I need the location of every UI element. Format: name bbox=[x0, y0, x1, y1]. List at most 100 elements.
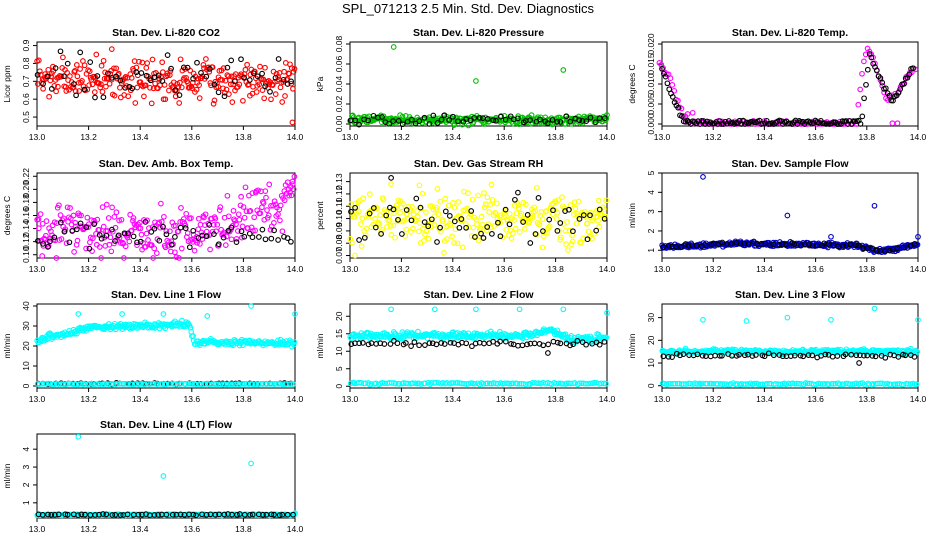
y-tick-label: 0.015 bbox=[646, 53, 656, 75]
data-point bbox=[131, 58, 138, 64]
data-point bbox=[481, 204, 488, 211]
y-tick-label: 4 bbox=[21, 447, 31, 452]
data-point bbox=[272, 74, 279, 81]
data-point bbox=[92, 94, 98, 101]
data-point bbox=[133, 69, 140, 76]
data-point bbox=[62, 226, 69, 232]
data-point bbox=[914, 348, 921, 355]
data-point bbox=[88, 217, 95, 224]
data-point bbox=[426, 340, 433, 346]
data-point bbox=[254, 73, 261, 80]
data-point bbox=[392, 380, 399, 387]
data-point bbox=[539, 244, 546, 251]
data-point bbox=[86, 245, 93, 252]
y-axis-label: ml/min bbox=[315, 333, 325, 358]
data-point bbox=[39, 253, 46, 259]
data-point bbox=[569, 238, 576, 245]
data-point bbox=[678, 105, 685, 112]
data-point bbox=[497, 233, 504, 240]
data-point bbox=[719, 239, 726, 246]
data-point bbox=[817, 380, 824, 387]
y-tick-label: 0.08 bbox=[334, 235, 344, 252]
x-tick-label: 13.0 bbox=[654, 394, 671, 404]
data-point bbox=[147, 77, 154, 84]
data-point bbox=[552, 198, 558, 205]
data-point bbox=[906, 71, 913, 78]
data-point bbox=[272, 91, 279, 97]
data-point bbox=[93, 51, 100, 58]
data-point bbox=[348, 341, 355, 347]
panel-title: Stan. Dev. Gas Stream RH bbox=[414, 158, 543, 170]
data-point bbox=[557, 118, 564, 125]
data-point bbox=[271, 511, 277, 518]
data-point bbox=[268, 96, 274, 103]
data-point bbox=[290, 85, 296, 92]
y-tick-label: 0.11 bbox=[334, 198, 344, 214]
y-tick-label: 0 bbox=[334, 384, 344, 389]
x-tick-label: 13.6 bbox=[807, 264, 824, 274]
data-point bbox=[860, 245, 867, 252]
y-tick-label: 5 bbox=[646, 170, 656, 175]
data-point bbox=[378, 231, 384, 237]
y-axis-label: degrees C bbox=[627, 64, 637, 103]
data-point bbox=[356, 198, 363, 204]
data-point bbox=[267, 226, 274, 233]
data-point bbox=[389, 380, 395, 386]
data-point bbox=[176, 92, 183, 98]
data-point bbox=[77, 49, 84, 56]
data-point bbox=[94, 73, 101, 79]
data-point bbox=[63, 88, 70, 94]
data-point bbox=[100, 57, 107, 64]
data-point bbox=[562, 331, 569, 338]
data-point bbox=[512, 196, 518, 203]
data-point bbox=[138, 70, 145, 76]
data-point bbox=[74, 73, 81, 80]
data-point bbox=[486, 209, 492, 215]
data-point bbox=[282, 93, 288, 99]
data-point bbox=[366, 191, 373, 197]
data-point bbox=[263, 194, 269, 201]
data-point bbox=[871, 202, 878, 209]
data-point bbox=[291, 339, 298, 345]
data-point bbox=[809, 352, 816, 359]
data-point bbox=[464, 205, 470, 212]
data-point bbox=[40, 241, 46, 247]
data-point bbox=[212, 511, 219, 518]
data-point bbox=[401, 217, 408, 224]
data-point bbox=[361, 234, 368, 241]
data-point bbox=[222, 242, 229, 248]
data-point bbox=[209, 381, 215, 387]
data-point bbox=[887, 247, 893, 254]
data-point bbox=[470, 224, 477, 231]
data-point bbox=[447, 222, 454, 229]
data-point bbox=[116, 217, 122, 224]
data-point bbox=[99, 204, 106, 210]
chart-panel-1: Stan. Dev. Li-820 CO2 13.0 13.2 13.4 13.6 13.… bbox=[2, 27, 304, 142]
data-point bbox=[195, 215, 202, 222]
data-point bbox=[262, 236, 269, 243]
data-point bbox=[372, 224, 379, 231]
data-point bbox=[782, 241, 789, 248]
data-point bbox=[446, 213, 453, 219]
data-point bbox=[693, 242, 700, 249]
data-point bbox=[229, 381, 236, 388]
y-tick-label: 0.07 bbox=[334, 247, 344, 264]
data-point bbox=[153, 250, 160, 256]
data-point bbox=[162, 96, 169, 103]
data-point bbox=[532, 208, 539, 215]
data-point bbox=[117, 77, 124, 84]
plot-frame bbox=[661, 172, 919, 259]
data-point bbox=[785, 380, 792, 387]
data-point bbox=[64, 204, 71, 211]
data-point bbox=[267, 88, 273, 95]
data-point bbox=[458, 216, 465, 222]
data-point bbox=[288, 192, 295, 199]
data-point bbox=[39, 220, 46, 227]
data-point bbox=[279, 511, 286, 518]
data-point bbox=[480, 235, 487, 241]
data-point bbox=[566, 227, 573, 234]
data-point bbox=[412, 380, 419, 387]
data-point bbox=[142, 82, 149, 89]
panel-title: Stan. Dev. Line 4 (LT) Flow bbox=[100, 419, 233, 431]
